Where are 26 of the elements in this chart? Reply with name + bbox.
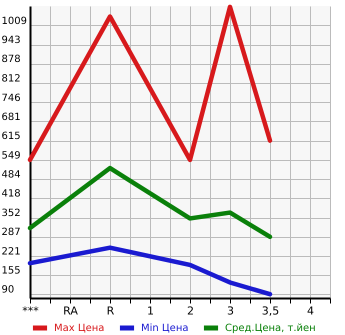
y-tick-label: 484 xyxy=(2,169,21,180)
y-tick-label: 221 xyxy=(2,246,21,258)
y-tick-label: 746 xyxy=(2,92,21,104)
y-tick-label: 352 xyxy=(2,208,21,220)
legend-label: Max Цена xyxy=(54,323,104,334)
x-tick-label: 3,5 xyxy=(262,304,280,318)
y-tick-label: 287 xyxy=(2,227,21,238)
y-tick-label: 549 xyxy=(2,150,21,162)
x-tick-label: RA xyxy=(63,304,78,318)
x-tick-label: 2 xyxy=(187,304,194,318)
y-tick-label: 943 xyxy=(2,35,21,46)
y-tick-label: 681 xyxy=(2,112,21,123)
legend-label: Min Цена xyxy=(141,323,189,334)
legend-label: Сред.Цена, т.йен xyxy=(225,323,316,334)
y-tick-label: 418 xyxy=(2,188,21,200)
x-tick-label: 1 xyxy=(147,304,154,318)
x-tick-label: 3 xyxy=(227,304,234,318)
x-tick-label: R xyxy=(106,304,115,318)
y-tick-label: 615 xyxy=(2,131,21,142)
y-tick-label: 878 xyxy=(2,54,21,66)
y-tick-label: 155 xyxy=(2,266,21,277)
y-tick-label: 1009 xyxy=(2,16,27,27)
y-tick-label: 812 xyxy=(2,73,21,84)
x-tick-label: *** xyxy=(22,304,40,318)
y-tick-label: 90 xyxy=(2,284,14,296)
x-tick-label: 4 xyxy=(307,304,314,318)
